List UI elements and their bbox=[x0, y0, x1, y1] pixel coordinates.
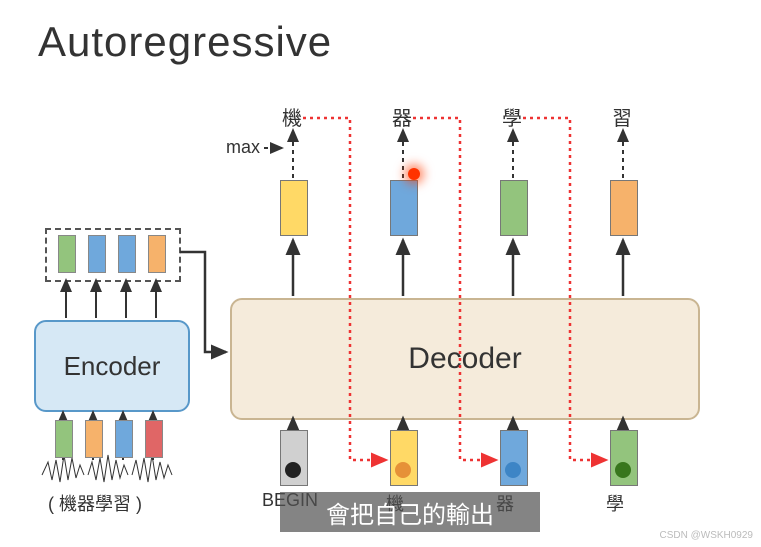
watermark: CSDN @WSKH0929 bbox=[659, 530, 753, 541]
encoder-output-bar bbox=[58, 235, 76, 273]
glow-dot bbox=[408, 168, 420, 180]
encoder-block: Encoder bbox=[34, 320, 190, 412]
encoder-input-bar bbox=[55, 420, 73, 458]
decoder-block: Decoder bbox=[230, 298, 700, 420]
subtitle-overlay: 會把自己的輸出 bbox=[280, 492, 540, 532]
decoder-input-label: 學 bbox=[606, 490, 624, 516]
decoder-output-bar bbox=[500, 180, 528, 236]
page-title: Autoregressive bbox=[38, 18, 332, 66]
encoder-input-bar bbox=[85, 420, 103, 458]
decoder-output-bar bbox=[390, 180, 418, 236]
encoder-output-bar bbox=[88, 235, 106, 273]
encoder-output-bar bbox=[118, 235, 136, 273]
decoder-input-dot bbox=[285, 462, 301, 478]
encoder-input-caption: ( 機器學習 ) bbox=[48, 490, 142, 516]
decoder-input-dot bbox=[505, 462, 521, 478]
decoder-output-label: 習 bbox=[612, 102, 632, 131]
encoder-input-bar bbox=[115, 420, 133, 458]
decoder-label: Decoder bbox=[408, 342, 521, 376]
encoder-input-bar bbox=[145, 420, 163, 458]
decoder-output-label: 器 bbox=[392, 102, 412, 131]
decoder-input-dot bbox=[395, 462, 411, 478]
decoder-output-bar bbox=[610, 180, 638, 236]
decoder-output-label: 機 bbox=[282, 102, 302, 131]
diagram-root: Autoregressive Encoder Decoder max ( 機器學… bbox=[0, 0, 761, 547]
encoder-label: Encoder bbox=[64, 351, 161, 382]
decoder-output-bar bbox=[280, 180, 308, 236]
encoder-output-bar bbox=[148, 235, 166, 273]
max-label: max bbox=[226, 137, 260, 158]
decoder-output-label: 學 bbox=[502, 102, 522, 131]
decoder-input-dot bbox=[615, 462, 631, 478]
subtitle-text: 會把自己的輸出 bbox=[326, 495, 494, 530]
